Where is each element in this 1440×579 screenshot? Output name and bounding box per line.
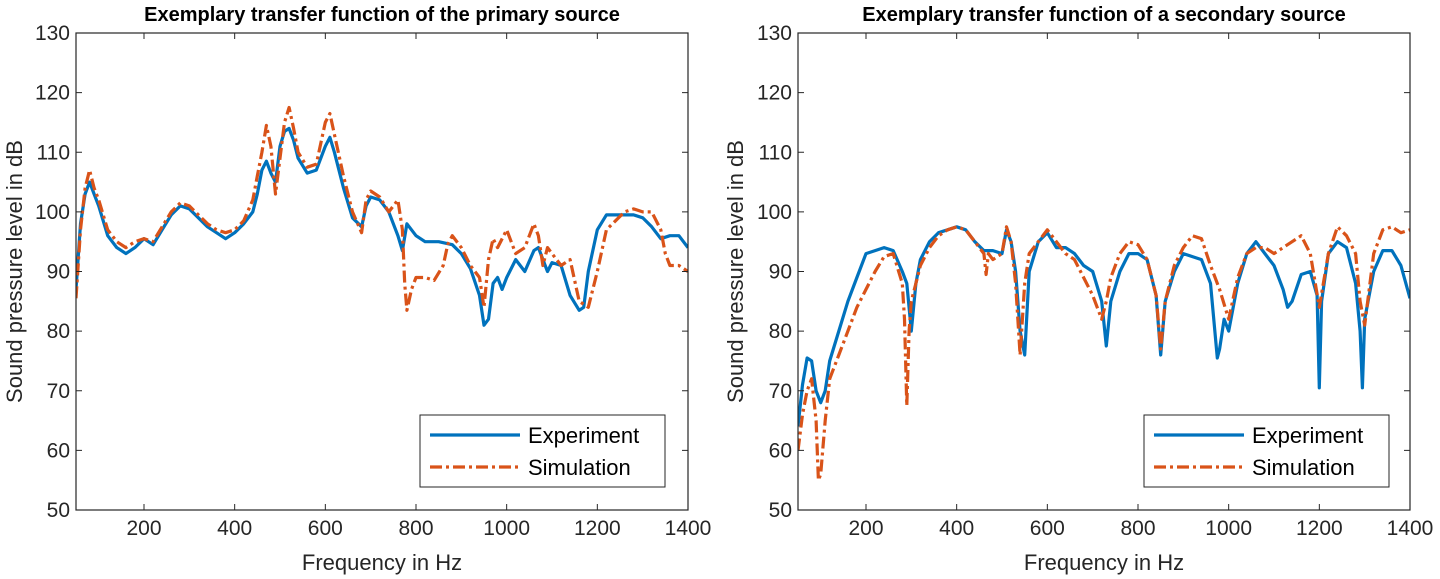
series-line-simulation — [798, 225, 1410, 482]
x-tick-label: 1000 — [483, 517, 530, 540]
x-tick-label: 1200 — [1296, 517, 1343, 540]
legend-box — [1143, 414, 1390, 488]
plot-area — [798, 225, 1410, 482]
y-tick-label: 120 — [35, 82, 70, 105]
x-tick-label: 400 — [217, 517, 252, 540]
legend: Experiment Simulation — [419, 414, 666, 488]
legend-label-experiment: Experiment — [528, 423, 639, 448]
y-tick-label: 90 — [47, 261, 70, 284]
x-tick-label: 1200 — [574, 517, 621, 540]
y-tick-label: 60 — [769, 439, 792, 462]
y-tick-label: 90 — [769, 261, 792, 284]
x-tick-label: 1400 — [1387, 517, 1434, 540]
y-axis-label: Sound pressure level in dB — [723, 140, 748, 403]
x-axis-label: Frequency in Hz — [302, 550, 462, 575]
series-line-experiment — [76, 126, 688, 327]
y-tick-label: 50 — [47, 499, 70, 522]
y-tick-label: 80 — [769, 320, 792, 343]
series-line-simulation — [76, 105, 688, 312]
legend-box — [419, 414, 666, 488]
x-axis-label: Frequency in Hz — [1024, 550, 1184, 575]
plot-area — [76, 105, 688, 327]
x-tick-label: 200 — [848, 517, 883, 540]
x-tick-label: 1400 — [665, 517, 712, 540]
secondary-source-panel: 200 400 600 800 1000 1200 1400 50 60 70 80 90 100 110… — [723, 4, 1433, 575]
x-tick-label: 600 — [308, 517, 343, 540]
x-tick-label: 1000 — [1205, 517, 1252, 540]
y-tick-label: 60 — [47, 439, 70, 462]
primary-source-panel: 200 400 600 800 1000 1200 1400 50 60 70 80 90 100 110… — [2, 4, 711, 575]
legend-label-experiment: Experiment — [1252, 423, 1363, 448]
chart-title: Exemplary transfer function of the prima… — [144, 4, 620, 26]
x-tick-label: 200 — [126, 517, 161, 540]
y-tick-label: 80 — [47, 320, 70, 343]
y-tick-label: 50 — [769, 499, 792, 522]
series-line-experiment — [798, 225, 1410, 427]
y-tick-label: 120 — [757, 82, 792, 105]
chart-title: Exemplary transfer function of a seconda… — [862, 4, 1346, 26]
y-axis-label: Sound pressure level in dB — [2, 140, 27, 403]
y-tick-label: 100 — [757, 201, 792, 224]
x-tick-label: 800 — [1120, 517, 1155, 540]
y-tick-label: 110 — [37, 141, 70, 164]
y-tick-label: 130 — [757, 22, 792, 45]
legend: Experiment Simulation — [1143, 414, 1390, 488]
y-tick-label: 70 — [769, 380, 792, 403]
y-tick-label: 100 — [35, 201, 70, 224]
y-tick-label: 110 — [759, 141, 792, 164]
y-tick-label: 70 — [47, 380, 70, 403]
x-tick-label: 600 — [1030, 517, 1065, 540]
x-tick-label: 800 — [398, 517, 433, 540]
x-tick-label: 400 — [939, 517, 974, 540]
y-tick-label: 130 — [35, 22, 70, 45]
legend-label-simulation: Simulation — [1252, 455, 1355, 480]
legend-label-simulation: Simulation — [528, 455, 631, 480]
